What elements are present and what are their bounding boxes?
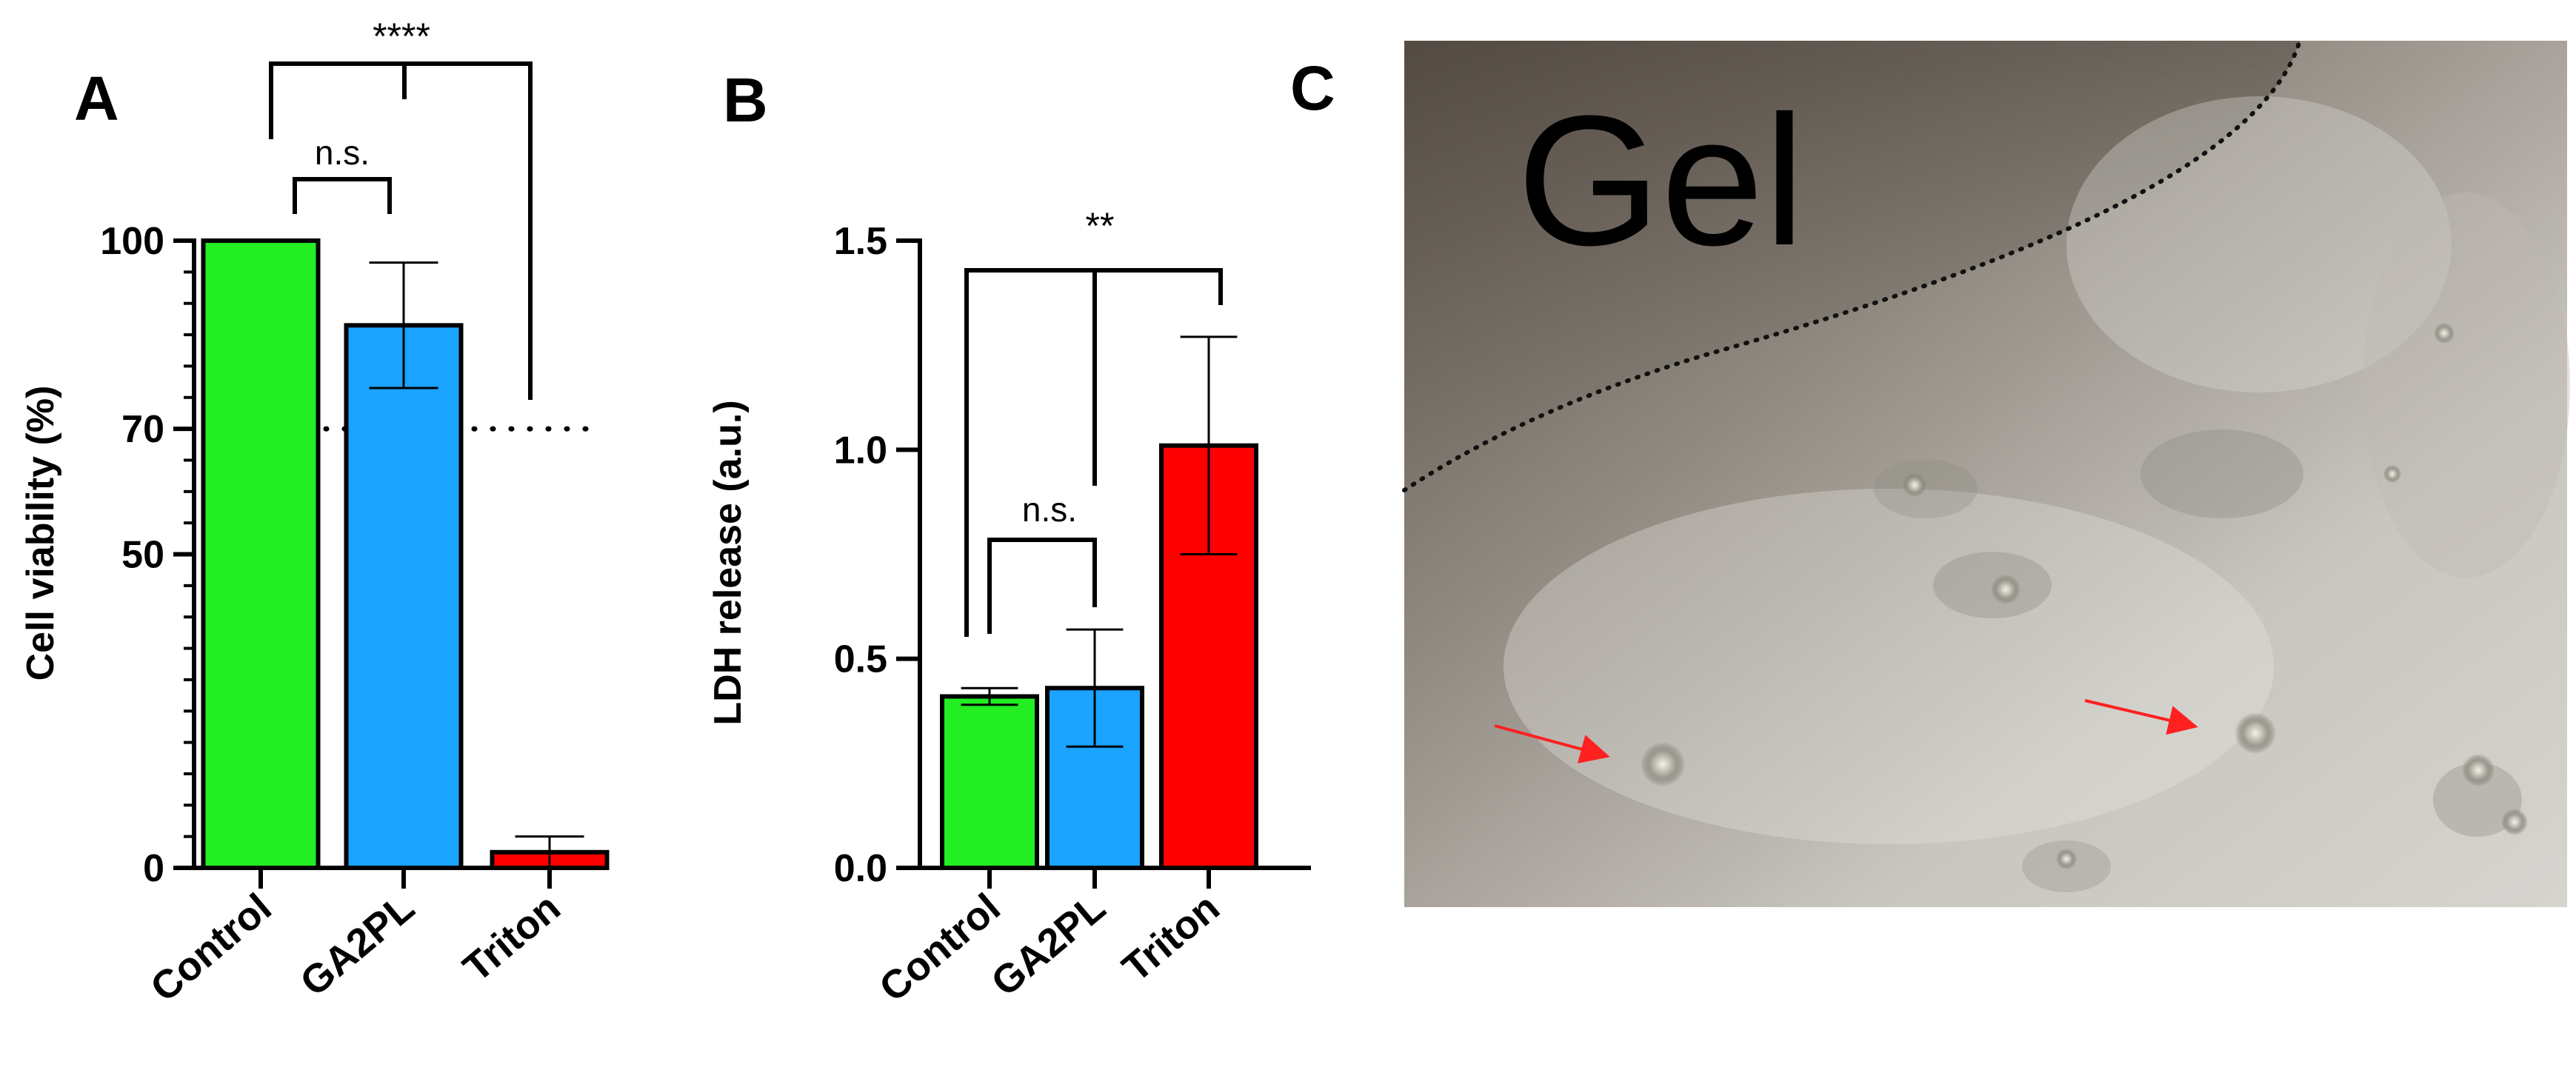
panel-b-error-bars bbox=[961, 335, 1238, 748]
panel-b-sig-label: ** bbox=[1086, 205, 1115, 247]
panel-a-label: A bbox=[74, 64, 119, 133]
panel-b-ylabel: LDH release (a.u.) bbox=[707, 400, 750, 725]
x-label-control: Control bbox=[871, 885, 1009, 1010]
panel-a-ytick-labels: 0 50 70 100 bbox=[100, 220, 164, 890]
bar-control bbox=[940, 694, 1039, 871]
rounded-cell bbox=[2235, 712, 2276, 754]
panel-a-ns-label: n.s. bbox=[315, 133, 370, 172]
x-label-ga2pl: GA2PL bbox=[983, 885, 1113, 1005]
panel-a-sig-bracket bbox=[269, 61, 533, 400]
x-label-triton: Triton bbox=[1114, 885, 1227, 990]
x-label-triton: Triton bbox=[455, 885, 568, 990]
panel-c: C Gel bbox=[1290, 39, 2570, 907]
panel-a: A Cell viability (%) 0 50 70 100 Control GA2… bbox=[19, 16, 610, 1011]
ytick-label: 100 bbox=[100, 220, 164, 263]
bar-control bbox=[201, 238, 321, 870]
panel-a-sig-label: **** bbox=[373, 16, 430, 57]
ytick-label: 1.0 bbox=[834, 429, 887, 472]
panel-a-bars bbox=[201, 238, 610, 871]
x-label-ga2pl: GA2PL bbox=[292, 885, 422, 1005]
bar-ga2pl bbox=[344, 323, 464, 871]
x-label-control: Control bbox=[142, 885, 280, 1010]
panel-a-minor-ticks bbox=[173, 238, 194, 870]
ytick-label: 0.0 bbox=[834, 847, 887, 890]
panel-b: B LDH release (a.u.) 0.0 0.5 1.0 1.5 Contro… bbox=[707, 65, 1311, 1011]
panel-a-ylabel: Cell viability (%) bbox=[19, 386, 62, 681]
panel-b-label: B bbox=[723, 65, 768, 135]
ytick-label: 0 bbox=[143, 847, 164, 890]
ytick-label: 0.5 bbox=[834, 638, 887, 681]
gel-label: Gel bbox=[1517, 77, 1805, 284]
panel-a-ns-bracket bbox=[293, 177, 392, 214]
panel-a-x-labels: Control GA2PL Triton bbox=[142, 868, 569, 1011]
panel-b-ticks bbox=[896, 238, 920, 870]
panel-b-ytick-labels: 0.0 0.5 1.0 1.5 bbox=[834, 220, 887, 890]
micrograph-image: Gel bbox=[1402, 39, 2570, 907]
ytick-label: 70 bbox=[121, 408, 164, 451]
rounded-cell bbox=[1641, 742, 1685, 786]
panel-b-ns-bracket bbox=[987, 538, 1097, 634]
ytick-label: 1.5 bbox=[834, 220, 887, 263]
panel-c-label: C bbox=[1290, 53, 1335, 123]
ytick-label: 50 bbox=[121, 534, 164, 577]
red-arrow bbox=[2084, 699, 2198, 735]
panel-b-ns-label: n.s. bbox=[1022, 490, 1077, 529]
red-arrow bbox=[1494, 724, 1610, 763]
